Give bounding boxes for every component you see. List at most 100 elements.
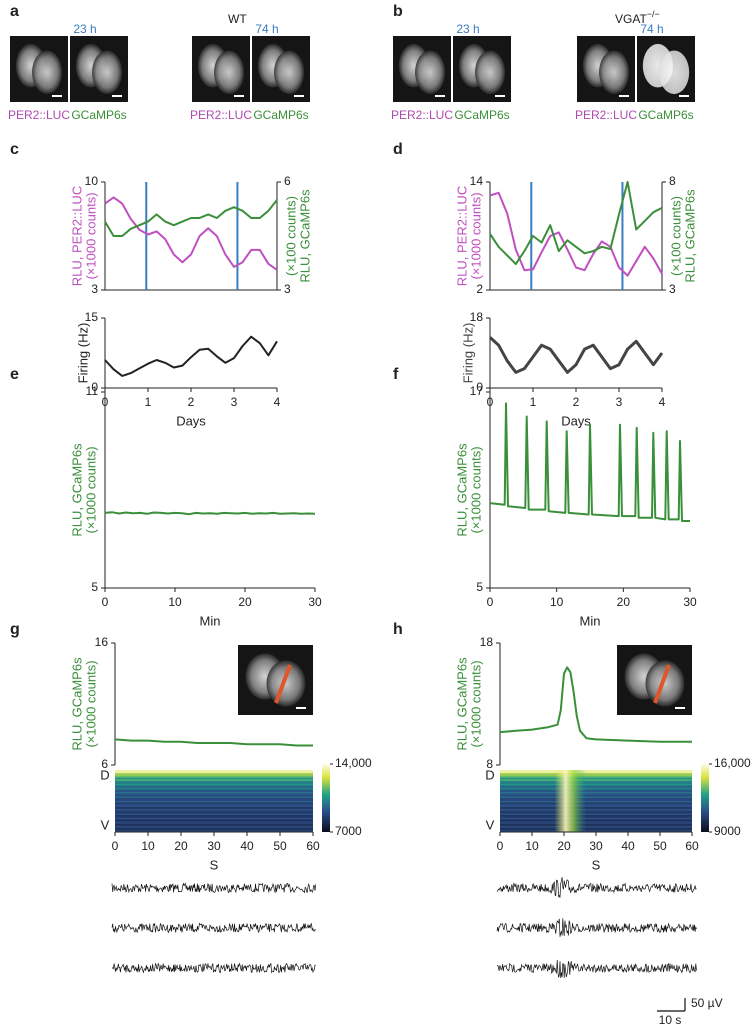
ephys-trace [496,877,697,898]
scale-bar [435,95,445,97]
channel-label: GCaMP6s [638,108,693,122]
series-line [114,738,313,747]
channel-label: GCaMP6s [253,108,308,122]
inset-roi [274,664,292,704]
y-tick-label: 11 [86,384,99,398]
heatmap-row [500,774,692,777]
heatmap-row [115,787,313,789]
heatmap-row-label: V [486,817,495,832]
x-tick-label: 4 [274,395,281,409]
heatmap-row-label: D [485,767,494,782]
y-tick-label: 18 [470,310,484,324]
heatmap-row-label: V [101,817,110,832]
heatmap-row [500,773,692,776]
colorbar-tick-label: 14,000 [335,756,372,770]
series-line [489,181,663,266]
heatmap-row [115,816,313,819]
scale-bar [675,707,685,709]
heatmap-row [115,808,313,811]
heatmap-row [500,777,692,780]
heatmap-row [500,818,692,820]
y-tick-label: 2 [476,282,483,296]
heatmap-row [115,811,313,814]
time-label: 23 h [73,22,96,36]
heatmap-row [500,822,692,825]
image-tissue [599,50,630,95]
y-axis-label: RLU, GCaMP6s [297,189,312,283]
heatmap-row-label: D [100,767,109,782]
y-tick-label: 5 [91,580,98,594]
scale-bar [495,95,505,97]
y-tick-label: 0 [91,380,98,394]
heatmap-row [500,810,692,813]
heatmap-row [115,799,313,802]
y2-tick-label: 3 [669,282,676,296]
y-axis-label: RLU, GCaMP6s [69,443,84,537]
y-axis-label: RLU, PER2::LUC [454,186,469,286]
heatmap-row [500,819,692,822]
scale-bar [112,95,122,97]
heatmap-row [115,801,313,803]
heatmap-row [500,814,692,817]
heatmap-row [500,794,692,797]
x-tick-label: 40 [621,839,635,853]
panel-label: e [10,366,19,383]
heatmap-row [115,810,313,813]
heatmap-row [500,816,692,819]
y2-tick-label: 3 [284,282,291,296]
heatmap-burst [554,770,587,832]
x-tick-label: 20 [557,839,571,853]
heatmap-row [500,804,692,807]
series-line [489,191,663,277]
heatmap-row [115,777,313,780]
image-tissue [214,50,245,95]
heatmap-row [115,830,313,833]
series-line [104,199,278,237]
genotype-superscript: −/− [647,9,660,19]
heatmap-row [115,818,313,820]
heatmap-row [500,797,692,800]
x-tick-label: 30 [308,595,322,609]
heatmap-row [115,807,313,810]
y-tick-label: 8 [486,757,493,771]
ephys-trace [497,959,697,979]
scale-bar [52,95,62,97]
heatmap-row [115,790,313,793]
heatmap-row [500,811,692,814]
x-axis-label: S [592,857,601,872]
x-tick-label: 2 [573,395,580,409]
heatmap-row [500,799,692,802]
y-tick-label: 10 [85,174,99,188]
heatmap-row [115,814,313,817]
genotype-name: WT [228,12,247,26]
genotype-name: VGAT [615,12,647,26]
x-tick-label: 10 [168,595,182,609]
scale-bar [234,95,244,97]
x-tick-label: 0 [497,839,504,853]
heatmap-row [500,783,692,786]
y-tick-label: 6 [101,757,108,771]
heatmap-row [500,785,692,788]
colorbar-tick-label: 16,000 [714,756,751,770]
colorbar [322,764,330,832]
y-axis-label: RLU, GCaMP6s [682,189,697,283]
x-tick-label: 4 [659,395,666,409]
image-tissue [659,50,690,95]
y2-tick-label: 6 [284,174,291,188]
x-tick-label: 10 [141,839,155,853]
y-tick-label: 0 [476,380,483,394]
y-axis-label: (×1000 counts) [83,446,98,533]
y-axis-label: RLU, GCaMP6s [454,657,469,751]
series-line [104,335,278,377]
image-tissue [32,50,63,95]
scale-bar-label: 50 µV [691,996,723,1010]
time-label: 23 h [456,22,479,36]
heatmap-row [115,821,313,824]
heatmap-row [115,779,313,782]
heatmap-row [500,813,692,816]
channel-label: PER2::LUC [391,108,453,122]
x-tick-label: 20 [617,595,631,609]
time-label: 74 h [640,22,663,36]
x-tick-label: 0 [487,595,494,609]
heatmap-row [115,797,313,800]
